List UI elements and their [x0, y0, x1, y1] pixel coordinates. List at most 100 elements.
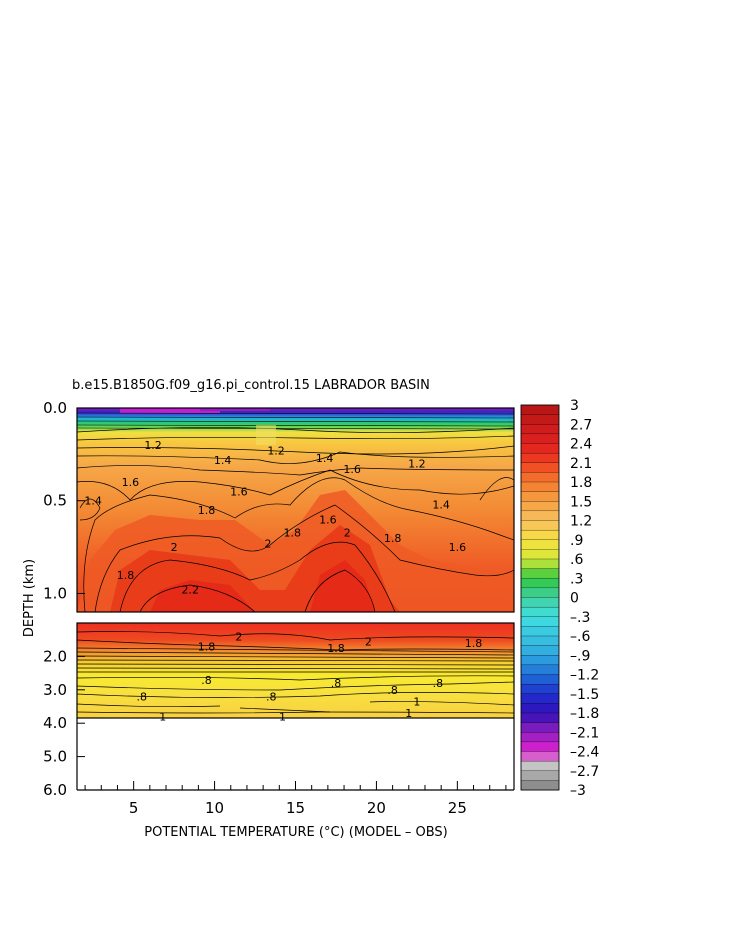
y-axis-label: DEPTH (km) — [22, 559, 37, 637]
contour-label: 1.8 — [117, 569, 135, 582]
contour-label: 1.6 — [343, 463, 361, 476]
colorbar-tick-label: 1.8 — [570, 475, 592, 491]
colorbar-tick-label: –2.4 — [570, 745, 599, 761]
colorbar-swatch — [520, 645, 560, 656]
y-tick-label: 3.0 — [43, 681, 67, 699]
colorbar-tick-label: 2.7 — [570, 417, 592, 433]
colorbar-tick-label: –1.8 — [570, 706, 599, 722]
colorbar-swatch — [520, 549, 560, 560]
colorbar-swatch — [520, 683, 560, 695]
y-tick-label: 6.0 — [43, 781, 67, 799]
y-tick-label: 0.5 — [43, 492, 67, 510]
lower-y-axis: 2.0 3.0 4.0 5.0 6.0 — [43, 647, 85, 799]
colorbar-tick-labels: 3 2.7 2.4 2.1 1.8 1.5 1.2 .9 .6 .3 0 –.3 –.6 –.9 –1.2 –… — [570, 398, 599, 799]
colorbar-tick-label: 3 — [570, 398, 579, 414]
colorbar-swatch — [520, 626, 560, 637]
colorbar-tick-label: –.9 — [570, 648, 590, 664]
colorbar-swatch — [520, 472, 560, 483]
colorbar-tick-label: –.6 — [570, 629, 590, 645]
colorbar-swatch — [520, 501, 560, 512]
contour-labels: 1.21.41.21.4 1.21.61.41.61.61.81.81.621.4… — [84, 439, 482, 723]
colorbar-tick-label: 2.4 — [570, 437, 592, 453]
contour-label: 1.6 — [122, 476, 140, 489]
colorbar-swatch — [520, 539, 560, 550]
colorbar-swatch — [520, 529, 560, 541]
contour-label: 1.2 — [144, 439, 162, 452]
colorbar-swatch — [520, 741, 560, 752]
colorbar-tick-label: –2.1 — [570, 725, 599, 741]
x-tick-label: 5 — [129, 799, 139, 817]
colorbar-tick-label: –3 — [570, 783, 586, 799]
contour-label: .8 — [331, 677, 342, 690]
upper-y-axis: 0.0 0.5 1.0 — [43, 399, 85, 602]
colorbar-tick-label: .3 — [570, 571, 583, 587]
colorbar-swatch — [520, 635, 560, 647]
contour-label: 1.2 — [267, 445, 285, 458]
colorbar-tick-label: 1.2 — [570, 514, 592, 530]
x-axis-ticks: 5 10 15 20 25 — [84, 781, 507, 817]
contour-label: 1.8 — [284, 526, 302, 539]
colorbar-swatch — [520, 424, 560, 435]
x-tick-label: 25 — [448, 799, 467, 817]
colorbar-frame — [520, 404, 560, 791]
x-tick-label: 15 — [286, 799, 305, 817]
upper-panel-frame — [76, 407, 515, 613]
colorbar-tick-label: –.3 — [570, 610, 590, 626]
contour-label: .8 — [201, 674, 212, 687]
colorbar-swatch — [520, 558, 560, 570]
colorbar-swatch — [520, 751, 560, 762]
contour-label: 1.8 — [327, 642, 345, 655]
colorbar-swatch — [520, 520, 560, 531]
colorbar-swatch — [520, 722, 560, 733]
colorbar-swatch — [520, 404, 560, 416]
contour-label: 1.2 — [408, 458, 426, 471]
contour-label: 1 — [405, 707, 412, 720]
colorbar-swatch — [520, 462, 560, 473]
x-tick-label: 10 — [205, 799, 224, 817]
contour-label: 1.8 — [384, 532, 402, 545]
contour-label: 1 — [413, 695, 420, 708]
colorbar-tick-label: .6 — [570, 552, 583, 568]
contour-label: 2.2 — [182, 584, 200, 597]
contour-label: 2 — [344, 526, 351, 539]
contour-label: 1 — [159, 711, 166, 724]
contour-label: 2 — [171, 541, 178, 554]
chart-title: b.e15.B1850G.f09_g16.pi_control.15 LABRA… — [72, 378, 430, 393]
colorbar-tick-label: –2.7 — [570, 764, 599, 780]
contour-label: 2 — [365, 635, 372, 648]
colorbar-tick-label: 0 — [570, 591, 579, 607]
colorbar-swatch — [520, 780, 560, 791]
colorbar-tick-label: 2.1 — [570, 456, 592, 472]
colorbar-swatch — [520, 578, 560, 589]
colorbar-swatch — [520, 732, 560, 743]
colorbar-swatch — [520, 606, 560, 618]
contour-label: 1.6 — [449, 541, 467, 554]
contour-label: 1 — [279, 711, 286, 724]
contour-label: 2 — [264, 537, 271, 550]
colorbar-swatch — [520, 616, 560, 627]
y-tick-label: 5.0 — [43, 748, 67, 766]
colorbar — [520, 404, 560, 791]
contour-label: 1.6 — [230, 485, 248, 498]
y-tick-label: 4.0 — [43, 714, 67, 732]
colorbar-swatch — [520, 760, 560, 772]
colorbar-swatch — [520, 510, 560, 521]
y-tick-label: 1.0 — [43, 584, 67, 602]
colorbar-swatch — [520, 693, 560, 704]
contour-label: 1.4 — [432, 498, 450, 511]
colorbar-swatch — [520, 481, 560, 493]
colorbar-swatch — [520, 491, 560, 502]
colorbar-tick-label: –1.2 — [570, 668, 599, 684]
contour-label: 1.6 — [319, 513, 337, 526]
contour-label: 1.4 — [316, 452, 334, 465]
colorbar-swatch — [520, 664, 560, 675]
colorbar-swatch — [520, 433, 560, 444]
colorbar-tick-label: .9 — [570, 533, 583, 549]
contour-label: .8 — [433, 677, 444, 690]
contour-label: 1.4 — [214, 454, 232, 467]
colorbar-swatch — [520, 568, 560, 579]
colorbar-tick-label: 1.5 — [570, 494, 592, 510]
colorbar-tick-label: –1.5 — [570, 687, 599, 703]
colorbar-swatch — [520, 770, 560, 781]
